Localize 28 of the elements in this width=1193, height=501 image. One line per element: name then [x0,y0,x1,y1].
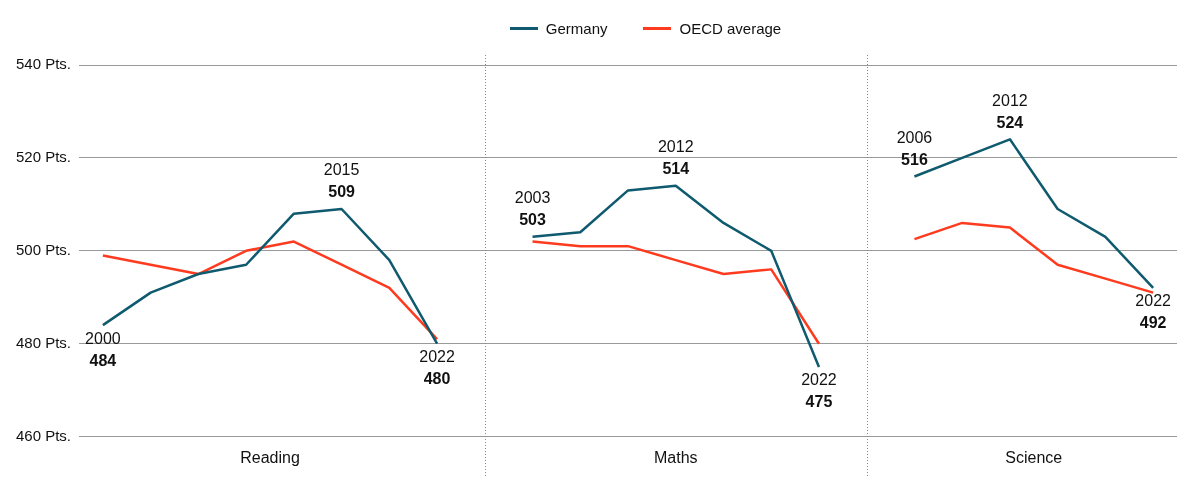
annotation: 2022 [419,348,455,366]
data-label: 492 [1139,314,1167,332]
y-tick-label: 540 Pts. [15,55,72,73]
legend-label: OECD average [679,19,782,37]
text: Reading [240,449,300,467]
data-label: 475 [805,393,833,411]
y-tick-label: 480 Pts. [15,333,72,351]
annotation: 2022 [1135,292,1172,310]
y-tick-label: 500 Pts. [15,240,72,258]
data-label: 516 [901,150,928,168]
legend-label: Germany [545,19,608,37]
annotation: 2003 [514,189,551,207]
annotation: 2000 [85,329,121,347]
annotation: 2006 [896,128,933,146]
data-label: 503 [519,211,546,229]
data-label: 509 [328,183,356,201]
annotation: 2015 [323,161,360,179]
y-tick-label: 520 Pts. [15,148,72,166]
text: Maths [653,449,698,467]
text: Science [1005,449,1063,467]
data-label: 524 [996,113,1024,131]
data-label: 480 [423,370,451,388]
y-tick-label: 460 Pts. [15,426,72,444]
annotation: 2022 [801,371,837,389]
data-label: 514 [662,160,690,178]
annotation: 2012 [992,91,1028,109]
data-label: 484 [89,351,117,369]
annotation: 2012 [657,138,694,156]
